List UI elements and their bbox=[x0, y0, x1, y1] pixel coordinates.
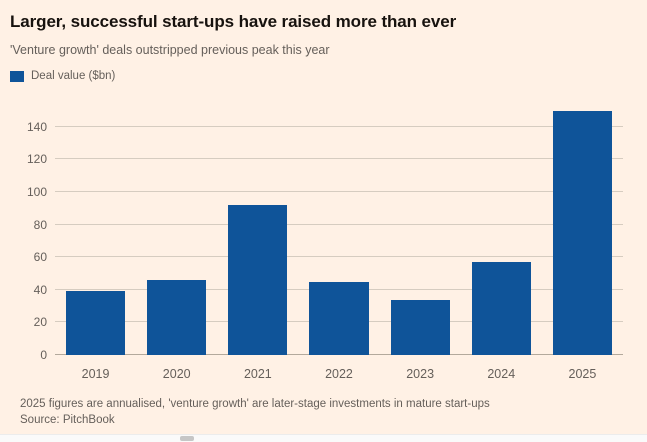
gridline bbox=[55, 223, 623, 225]
footnote: 2025 figures are annualised, 'venture gr… bbox=[20, 398, 490, 410]
legend: Deal value ($bn) bbox=[10, 70, 635, 82]
bar-slot bbox=[461, 104, 542, 355]
chart-subtitle: 'Venture growth' deals outstripped previ… bbox=[10, 43, 330, 57]
legend-swatch-icon bbox=[10, 70, 24, 82]
plot-area: 0 20 40 60 80 100 120 140 bbox=[27, 104, 623, 361]
bar-2024 bbox=[471, 262, 531, 355]
gridline bbox=[55, 125, 623, 127]
bar-2020 bbox=[147, 280, 207, 355]
bar-2019 bbox=[65, 291, 126, 355]
bar-2023 bbox=[390, 299, 450, 355]
bar-2025 bbox=[552, 110, 613, 355]
x-axis-label: 2022 bbox=[325, 367, 353, 381]
bar-slot bbox=[542, 104, 623, 355]
y-axis-tick-label: 120 bbox=[26, 152, 47, 167]
scrollbar-thumb[interactable] bbox=[180, 436, 194, 441]
bar-slot bbox=[136, 104, 217, 355]
y-axis-tick-label: 0 bbox=[40, 348, 47, 362]
y-axis-tick-label: 20 bbox=[33, 315, 47, 330]
legend-label: Deal value ($bn) bbox=[31, 70, 116, 82]
bars bbox=[55, 104, 623, 355]
y-axis-tick-label: 140 bbox=[26, 119, 47, 134]
source: Source: PitchBook bbox=[20, 414, 115, 426]
x-axis-label: 2019 bbox=[81, 367, 110, 381]
y-axis-tick-label: 60 bbox=[33, 250, 47, 265]
bar-2022 bbox=[309, 281, 369, 355]
gridline bbox=[55, 191, 623, 193]
bar-slot bbox=[380, 104, 461, 355]
gridline bbox=[55, 158, 623, 160]
x-axis-label: 2023 bbox=[406, 367, 435, 381]
x-axis-label: 2025 bbox=[568, 367, 597, 381]
y-axis-tick-label: 80 bbox=[33, 217, 47, 232]
horizontal-scrollbar[interactable] bbox=[0, 434, 647, 442]
x-axis-label: 2021 bbox=[243, 367, 272, 381]
y-axis-tick-label: 40 bbox=[33, 282, 47, 297]
y-axis-tick-label: 100 bbox=[26, 185, 47, 200]
bar-2021 bbox=[228, 205, 288, 355]
chart-title: Larger, successful start-ups have raised… bbox=[10, 12, 457, 31]
x-axis-label: 2020 bbox=[162, 367, 191, 381]
bar-slot bbox=[217, 104, 298, 355]
x-axis: 2019 2020 2021 2022 2023 2024 2025 bbox=[55, 355, 623, 381]
gridline bbox=[55, 256, 623, 258]
x-axis-label: 2024 bbox=[487, 367, 516, 381]
bar-slot bbox=[55, 104, 136, 355]
bar-slot bbox=[298, 104, 379, 355]
